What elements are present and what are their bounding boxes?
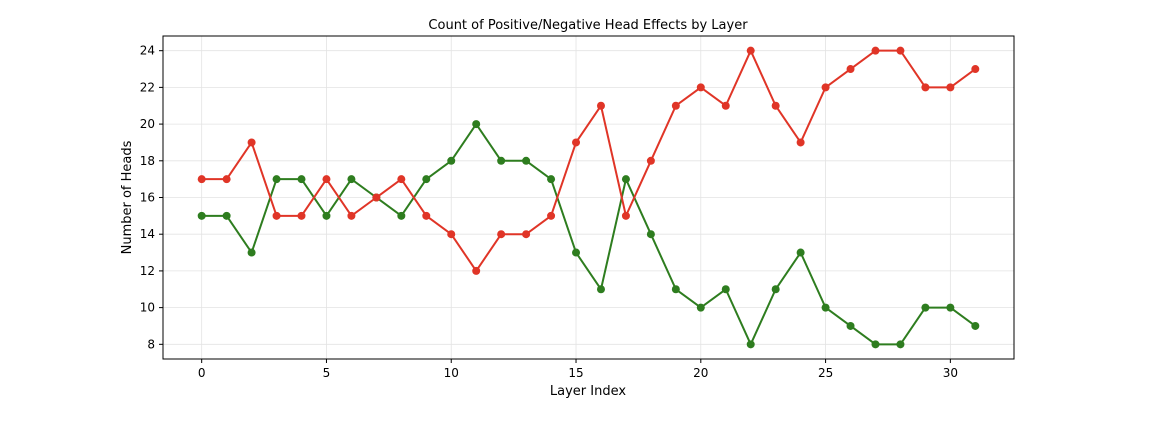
data-point — [297, 211, 306, 220]
data-point — [621, 175, 630, 184]
data-point — [971, 65, 980, 74]
series-layer — [197, 46, 980, 349]
data-point — [646, 156, 655, 165]
data-point — [946, 303, 955, 312]
x-tick-label: 5 — [323, 366, 331, 380]
data-point — [696, 303, 705, 312]
data-point — [796, 248, 805, 257]
series-1 — [197, 46, 980, 275]
data-point — [671, 101, 680, 110]
y-tick-label: 12 — [140, 264, 155, 278]
data-point — [397, 211, 406, 220]
ticks-layer: 0 5 10 15 20 25 30 8 10 12 14 16 18 20 22 24 — [140, 44, 958, 380]
data-point — [422, 211, 431, 220]
data-point — [272, 175, 281, 184]
data-point — [247, 138, 256, 147]
data-point — [746, 340, 755, 349]
x-tick-label: 15 — [568, 366, 583, 380]
data-point — [447, 230, 456, 239]
data-point — [696, 83, 705, 92]
data-point — [297, 175, 306, 184]
y-tick-label: 8 — [147, 337, 155, 351]
data-point — [322, 175, 331, 184]
data-point — [896, 340, 905, 349]
data-point — [222, 211, 231, 220]
data-point — [397, 175, 406, 184]
data-point — [322, 211, 331, 220]
data-point — [497, 230, 506, 239]
data-point — [746, 46, 755, 55]
data-point — [547, 175, 556, 184]
data-point — [946, 83, 955, 92]
data-point — [871, 46, 880, 55]
x-tick-label: 20 — [693, 366, 708, 380]
data-point — [671, 285, 680, 294]
data-point — [422, 175, 431, 184]
data-point — [472, 120, 481, 129]
data-point — [272, 211, 281, 220]
data-point — [796, 138, 805, 147]
data-point — [771, 285, 780, 294]
y-tick-label: 18 — [140, 154, 155, 168]
data-point — [596, 101, 605, 110]
data-point — [347, 175, 356, 184]
data-point — [871, 340, 880, 349]
data-point — [347, 211, 356, 220]
data-point — [896, 46, 905, 55]
data-point — [572, 138, 581, 147]
y-tick-label: 24 — [140, 44, 155, 58]
chart-title: Count of Positive/Negative Head Effects … — [428, 18, 748, 33]
data-point — [971, 321, 980, 330]
y-tick-label: 20 — [140, 117, 155, 131]
data-point — [447, 156, 456, 165]
x-axis-label: Layer Index — [550, 384, 626, 399]
series-line — [201, 123, 976, 346]
data-point — [621, 211, 630, 220]
data-point — [522, 156, 531, 165]
data-point — [472, 266, 481, 275]
data-point — [547, 211, 556, 220]
y-axis-label: Number of Heads — [120, 140, 135, 254]
data-point — [572, 248, 581, 257]
x-tick-label: 30 — [943, 366, 958, 380]
data-point — [222, 175, 231, 184]
x-tick-label: 25 — [818, 366, 833, 380]
data-point — [372, 193, 381, 202]
data-point — [247, 248, 256, 257]
data-point — [197, 211, 206, 220]
data-point — [921, 303, 930, 312]
data-point — [596, 285, 605, 294]
y-tick-label: 10 — [140, 301, 155, 315]
data-point — [921, 83, 930, 92]
data-point — [646, 230, 655, 239]
x-tick-label: 0 — [198, 366, 206, 380]
data-point — [497, 156, 506, 165]
y-tick-label: 22 — [140, 80, 155, 94]
series-line — [201, 49, 976, 272]
data-point — [771, 101, 780, 110]
y-tick-label: 14 — [140, 227, 155, 241]
data-point — [846, 321, 855, 330]
data-point — [522, 230, 531, 239]
data-point — [821, 83, 830, 92]
data-point — [846, 65, 855, 74]
y-tick-label: 16 — [140, 191, 155, 205]
data-point — [721, 101, 730, 110]
data-point — [197, 175, 206, 184]
data-point — [721, 285, 730, 294]
data-point — [821, 303, 830, 312]
grid-layer — [163, 36, 1014, 359]
x-tick-label: 10 — [444, 366, 459, 380]
